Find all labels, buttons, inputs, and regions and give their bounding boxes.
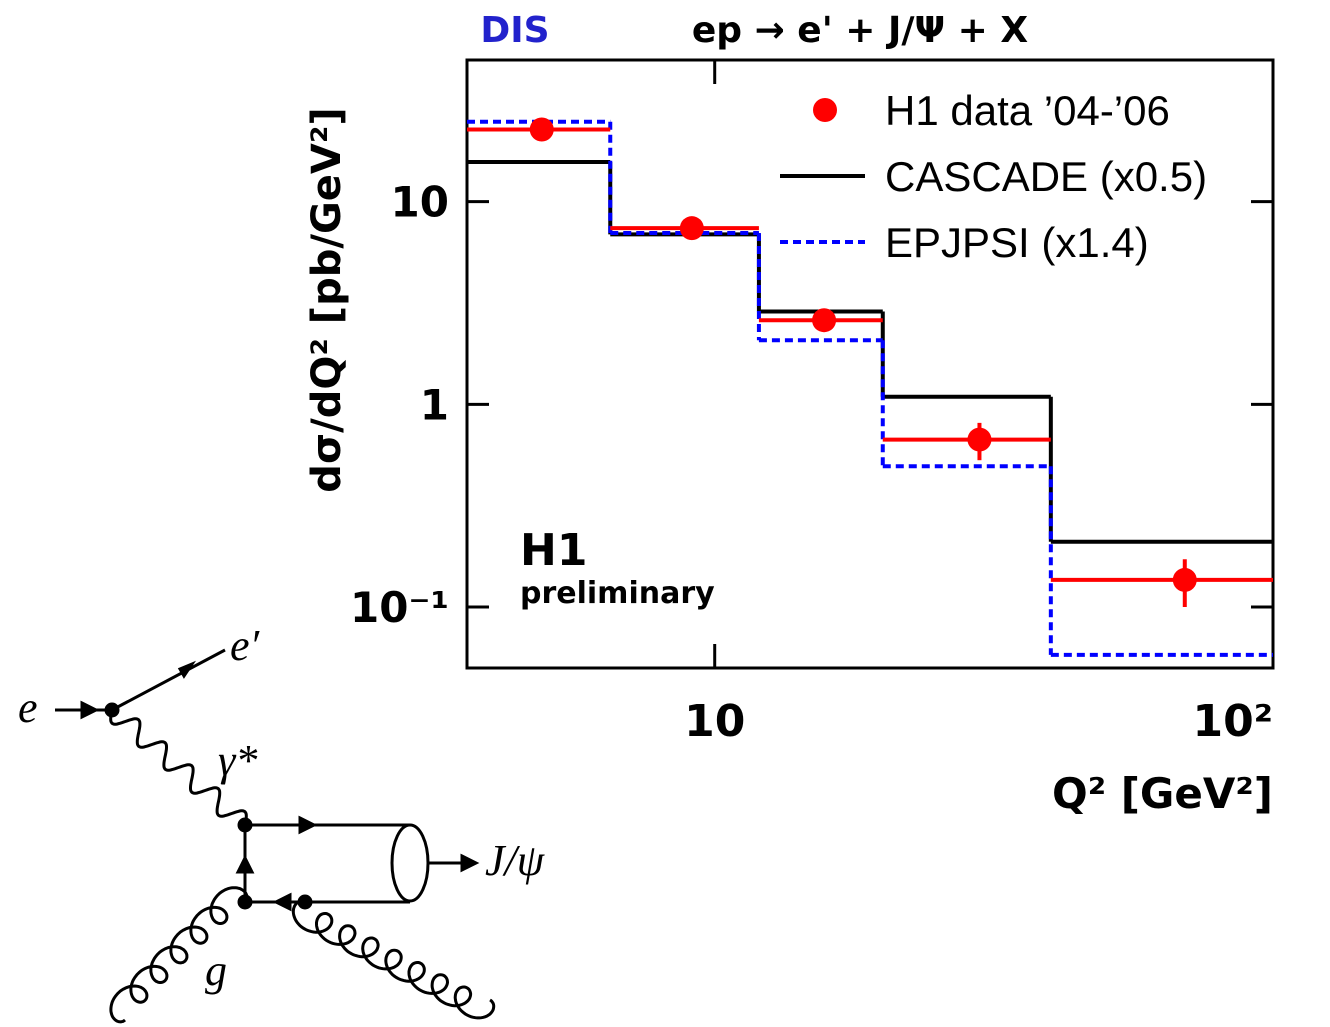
diagram-label: e (18, 683, 38, 732)
meson (390, 823, 430, 903)
legend-label: EPJPSI (x1.4) (885, 219, 1149, 266)
data-point (679, 216, 704, 241)
x-tick-label: 10 (684, 696, 745, 747)
feynman-diagram (55, 648, 496, 1024)
diagram-label: g (205, 946, 227, 995)
x-axis-title: Q² [GeV²] (1052, 769, 1273, 818)
annotation: preliminary (520, 576, 715, 611)
y-tick-label: 10 (391, 178, 449, 227)
electron-line (111, 648, 226, 712)
diagram-label: γ* (218, 736, 257, 785)
y-tick-label: 10⁻¹ (350, 583, 449, 632)
x-tick-label: 10² (1192, 696, 1273, 747)
process-label: DIS (480, 10, 549, 51)
y-tick-label: 1 (420, 380, 449, 429)
legend-marker (813, 98, 837, 122)
chart-title: ep → e' + J/Ψ + X (692, 10, 1028, 51)
y-axis-title: dσ/dQ² [pb/GeV²] (304, 107, 350, 492)
legend-label: CASCADE (x0.5) (885, 153, 1207, 200)
diagram-label: J/ψ (485, 836, 545, 885)
gluon (109, 886, 249, 1024)
gluon (291, 899, 496, 1020)
annotation: H1 (520, 525, 587, 576)
diagram-label: e′ (230, 621, 261, 670)
data-point (812, 308, 837, 333)
arrow-heads (80, 660, 480, 912)
data-point (967, 427, 992, 452)
legend-label: H1 data ’04-’06 (885, 87, 1170, 134)
data-point (529, 117, 554, 142)
plot-frame (465, 58, 1275, 670)
photon (109, 709, 248, 826)
data-point (1172, 567, 1197, 592)
